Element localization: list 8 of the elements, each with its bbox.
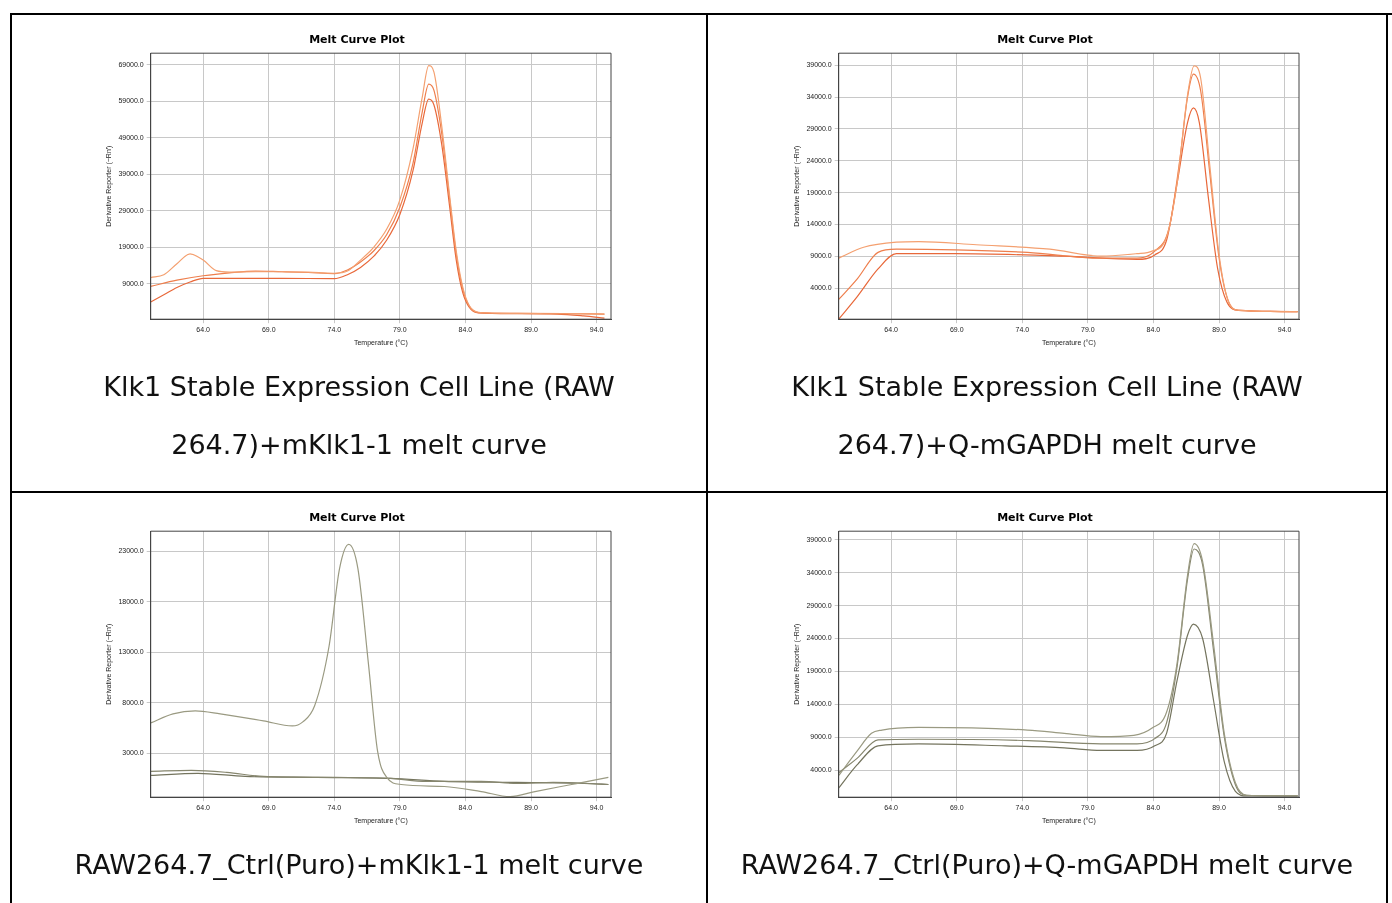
text: RAW264.7_Ctrl(Puro)+mKlk1-1 melt curve (73, 848, 645, 882)
text: RAW264.7_Ctrl(Puro)+Q-mGAPDH melt curve (739, 848, 1355, 882)
chart-title: Melt Curve Plot (997, 511, 1093, 525)
text: Klk1 Stable Expression Cell Line (RAW 264.7)+mKlk1-1 melt curve (102, 370, 616, 462)
text: Klk1 Stable Expression Cell Line (RAW 264.7)+Q-mGAPDH melt curve (790, 370, 1304, 462)
chart-title: Melt Curve Plot (997, 33, 1093, 47)
chart-title: Melt Curve Plot (309, 33, 405, 47)
chart-title: Melt Curve Plot (309, 511, 405, 525)
